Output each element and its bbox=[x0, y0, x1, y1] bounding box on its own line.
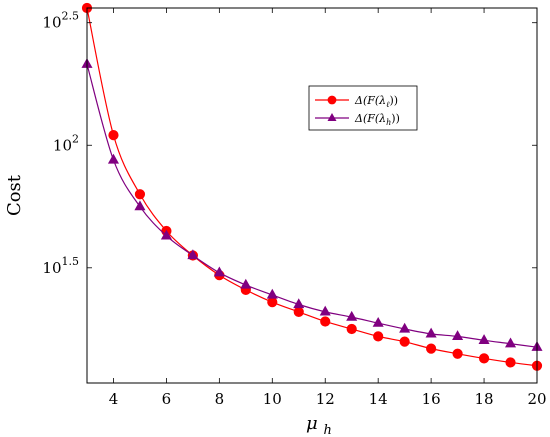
series-line-1 bbox=[86, 7, 538, 367]
data-point-circle bbox=[320, 316, 331, 327]
x-tick-label: 10 bbox=[263, 390, 282, 408]
x-tick-label: 8 bbox=[215, 390, 225, 408]
data-point-circle bbox=[346, 323, 357, 335]
data-point-triangle bbox=[346, 310, 358, 321]
data-point-circle bbox=[373, 331, 384, 342]
legend-marker-triangle bbox=[327, 113, 337, 121]
data-point-circle bbox=[399, 336, 410, 347]
legend-label-1: Δ(F(λℓ)) bbox=[354, 94, 398, 109]
x-axis-title-subscript: h bbox=[323, 423, 331, 437]
legend-box bbox=[308, 85, 418, 131]
data-point-triangle bbox=[107, 153, 120, 164]
data-point-triangle bbox=[452, 330, 464, 341]
data-point-circle bbox=[478, 353, 490, 364]
data-point-triangle bbox=[187, 249, 199, 260]
x-tick-label: 14 bbox=[369, 390, 388, 408]
x-tick-label: 18 bbox=[475, 390, 494, 408]
x-tick-label: 16 bbox=[422, 390, 441, 408]
data-point-circle bbox=[426, 343, 437, 354]
data-point-triangle bbox=[240, 278, 252, 289]
y-axis-title: Cost bbox=[4, 174, 25, 216]
data-point-circle bbox=[452, 348, 463, 359]
y-tick-label: 102 bbox=[53, 132, 79, 154]
data-point-circle bbox=[293, 306, 304, 317]
data-point-triangle bbox=[319, 305, 331, 316]
data-point-triangle bbox=[425, 327, 437, 338]
y-tick-label: 101.5 bbox=[42, 255, 79, 277]
x-tick-label: 20 bbox=[527, 390, 546, 408]
data-point-triangle bbox=[399, 322, 411, 333]
legend: Δ(F(λℓ)) Δ(F(λh)) bbox=[308, 85, 418, 131]
data-point-triangle bbox=[478, 334, 490, 344]
legend-label-2: Δ(F(λh)) bbox=[354, 112, 400, 127]
x-tick-label: 6 bbox=[162, 390, 172, 408]
data-point-triangle bbox=[160, 229, 172, 240]
data-point-circle bbox=[267, 297, 278, 308]
x-axis-title: μ h bbox=[306, 413, 332, 437]
x-tick-label: 12 bbox=[316, 390, 335, 408]
legend-marker-circle bbox=[327, 95, 337, 105]
data-point-triangle bbox=[266, 288, 278, 299]
y-tick-label: 102.5 bbox=[42, 10, 79, 32]
data-point-triangle bbox=[213, 266, 225, 277]
axes: 4 6 8 10 12 14 16 18 20 101.5 102 102.5 bbox=[42, 7, 547, 408]
data-point-circle bbox=[134, 189, 146, 200]
data-point-circle bbox=[505, 357, 516, 368]
x-tick-label: 4 bbox=[109, 390, 119, 408]
data-point-triangle bbox=[372, 316, 384, 327]
data-point-triangle bbox=[134, 200, 146, 211]
plot-frame bbox=[86, 7, 538, 384]
data-point-triangle bbox=[504, 337, 517, 348]
plot-area bbox=[81, 2, 543, 371]
x-axis-title-main: μ bbox=[306, 413, 318, 434]
data-point-triangle bbox=[293, 298, 305, 309]
data-point-circle bbox=[108, 130, 119, 141]
